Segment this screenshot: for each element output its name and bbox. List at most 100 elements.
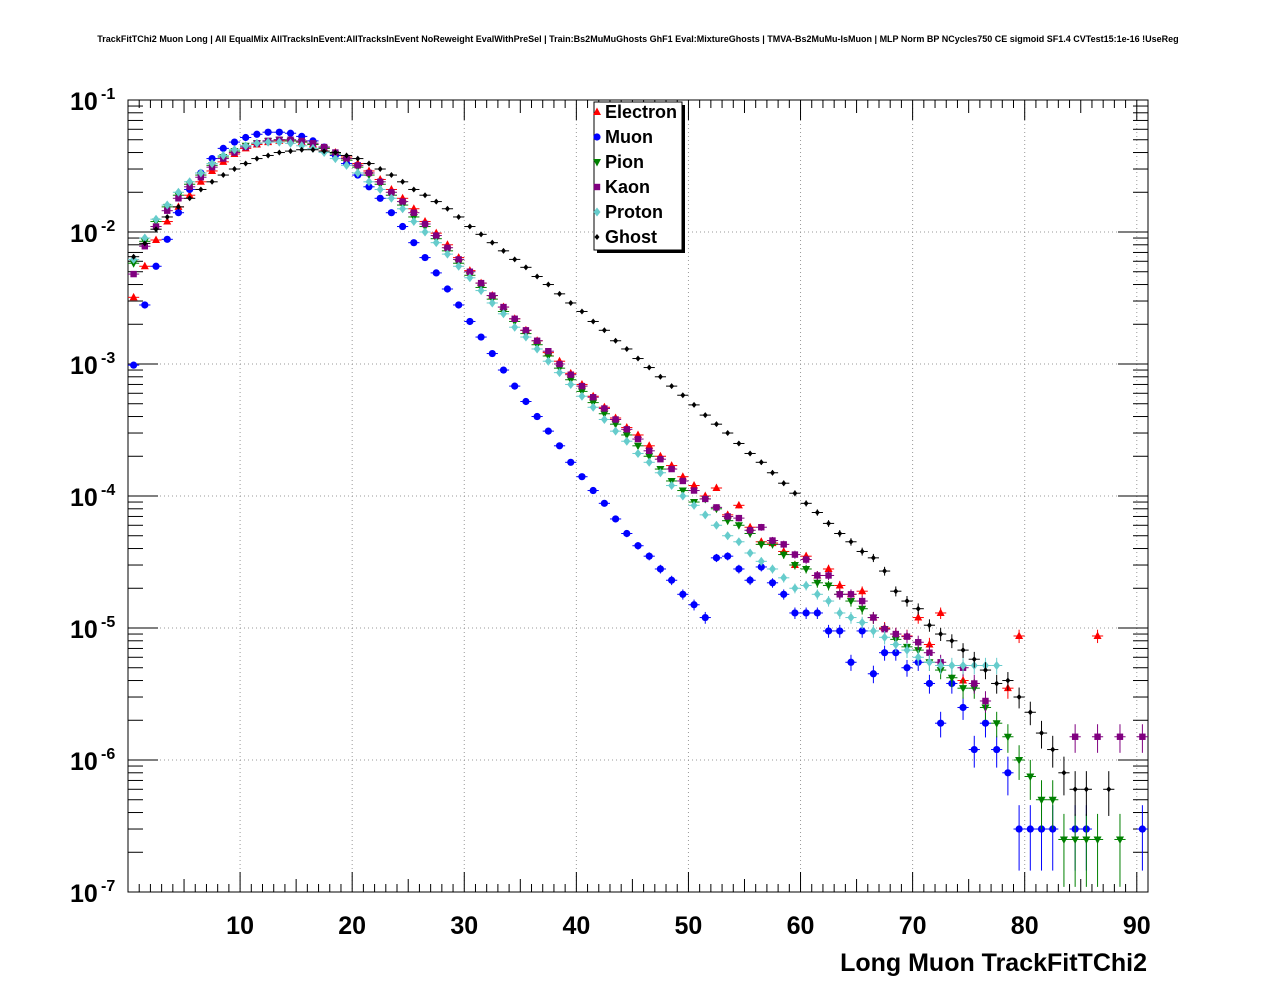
data-point (533, 412, 541, 421)
data-point (724, 552, 732, 560)
data-point (433, 198, 439, 205)
data-point (791, 609, 799, 617)
data-point (947, 674, 956, 683)
data-point (713, 421, 719, 428)
data-point (679, 590, 687, 598)
data-point (757, 563, 765, 571)
data-point (981, 719, 990, 727)
data-point (320, 143, 328, 151)
data-point (253, 130, 261, 138)
data-point (557, 290, 563, 297)
data-point (455, 261, 463, 271)
data-point (511, 382, 519, 390)
data-point (813, 609, 821, 617)
data-point (544, 427, 552, 435)
data-point (185, 190, 194, 199)
data-point (656, 468, 664, 478)
data-point (208, 159, 216, 169)
data-point (779, 551, 788, 560)
y-tick-label: 10 (70, 616, 98, 644)
data-point (668, 481, 676, 491)
data-point (489, 292, 496, 299)
data-point (163, 235, 171, 243)
data-point (814, 572, 821, 579)
data-point (914, 613, 923, 621)
data-point (734, 500, 743, 509)
data-point (410, 217, 418, 227)
data-point (600, 414, 608, 424)
data-point (600, 410, 609, 419)
data-point (882, 568, 888, 575)
y-tick-exponent: -3 (101, 350, 115, 367)
legend: Electron Muon Pion Kaon Proton Ghost (593, 101, 685, 253)
data-point (1061, 769, 1067, 776)
data-point (589, 486, 597, 495)
data-point (903, 633, 911, 640)
data-point (455, 301, 463, 309)
data-point (992, 720, 1001, 728)
data-point (837, 530, 843, 537)
data-point (611, 515, 620, 523)
data-point (578, 473, 586, 481)
data-point (556, 368, 564, 378)
data-point (567, 379, 575, 389)
data-point (892, 639, 900, 649)
data-point (141, 301, 149, 309)
data-point (1139, 733, 1146, 740)
y-tick-label: 10 (70, 748, 98, 776)
data-point (354, 168, 362, 178)
data-point (926, 622, 932, 629)
data-point (668, 465, 675, 473)
data-point (780, 573, 788, 583)
data-point (813, 579, 822, 588)
data-point (713, 504, 720, 511)
data-point (410, 209, 418, 216)
data-point (219, 144, 227, 152)
data-point (802, 556, 810, 563)
series-ghost (128, 146, 1115, 816)
data-point (858, 627, 866, 635)
data-point (589, 402, 597, 412)
data-point (746, 548, 754, 558)
data-point (1037, 796, 1046, 805)
x-tick-label: 30 (450, 912, 478, 940)
data-point (230, 138, 239, 146)
data-point (746, 576, 754, 584)
data-point (500, 303, 507, 311)
data-point (197, 168, 205, 178)
data-point (186, 183, 193, 191)
data-point (590, 318, 596, 325)
data-point (870, 614, 877, 621)
data-point (331, 154, 339, 164)
data-point (712, 483, 721, 491)
data-point (791, 551, 799, 558)
data-point (288, 148, 294, 155)
data-point (489, 239, 495, 246)
data-point (814, 509, 820, 516)
data-point (847, 613, 855, 623)
data-point (131, 253, 137, 260)
data-point (938, 631, 944, 638)
data-point (388, 172, 394, 179)
data-point (545, 348, 552, 355)
data-point (579, 308, 585, 315)
y-tick-exponent: -5 (101, 614, 115, 631)
data-point (254, 155, 260, 162)
data-point (376, 184, 384, 194)
data-point (467, 223, 473, 230)
data-point (746, 527, 754, 534)
data-point (310, 146, 316, 153)
data-point (949, 637, 955, 644)
data-point (556, 360, 563, 368)
data-point (276, 149, 282, 156)
data-point (634, 442, 642, 451)
data-point (892, 630, 900, 638)
data-point (971, 656, 977, 663)
data-point (511, 322, 519, 332)
data-point (332, 149, 338, 156)
data-point (623, 426, 630, 433)
data-point (846, 598, 855, 606)
data-point (881, 625, 888, 633)
data-point (724, 531, 732, 541)
legend-label: Kaon (605, 177, 650, 197)
